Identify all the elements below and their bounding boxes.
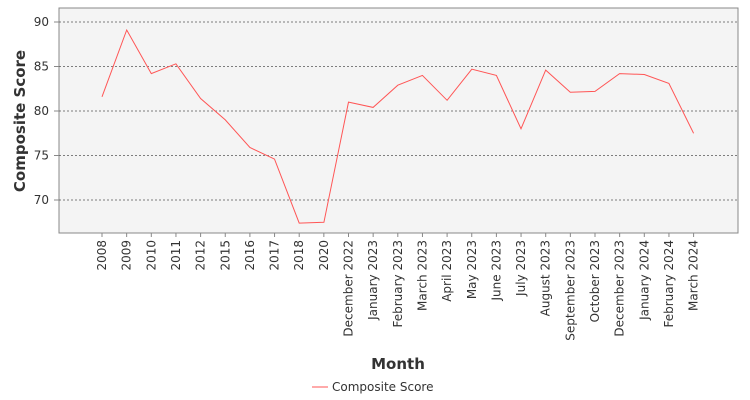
x-axis-ticks: 2008 2009 2010 2011 2012 2015 2016 2017 2018 2020… (95, 233, 701, 341)
x-tick-label: 2018 (292, 240, 306, 271)
x-tick-label: 2011 (169, 240, 183, 271)
x-tick-label: 2009 (120, 240, 134, 271)
x-tick-label: 2010 (144, 240, 158, 271)
x-tick-label: September 2023 (563, 240, 577, 341)
legend-label: Composite Score (332, 380, 433, 394)
series-layer (101, 28, 695, 224)
x-tick-label: March 2024 (687, 240, 701, 311)
x-tick-label: January 2024 (637, 240, 651, 321)
x-tick-label: October 2023 (588, 240, 602, 322)
x-tick-label: 2015 (218, 240, 232, 271)
x-tick-label: February 2023 (391, 240, 405, 328)
y-tick-label: 75 (34, 149, 49, 163)
plot-area (58, 7, 739, 234)
x-tick-label: December 2022 (342, 240, 356, 337)
x-tick-label: August 2023 (539, 240, 553, 316)
x-tick-label: 2017 (268, 240, 282, 271)
y-tick-label: 90 (34, 15, 49, 29)
legend: Composite Score (312, 380, 433, 394)
y-axis-title: Composite Score (11, 50, 29, 192)
x-tick-label: January 2023 (366, 240, 380, 321)
y-tick-label: 85 (34, 60, 49, 74)
gridlines (59, 21, 738, 201)
x-axis-title: Month (371, 355, 425, 373)
x-tick-label: 2020 (317, 240, 331, 271)
y-tick-label: 80 (34, 104, 49, 118)
x-tick-label: April 2023 (440, 240, 454, 302)
x-tick-label: June 2023 (489, 240, 503, 302)
x-tick-label: December 2023 (613, 240, 627, 337)
x-tick-label: March 2023 (415, 240, 429, 311)
x-tick-label: 2008 (95, 240, 109, 271)
y-tick-label: 70 (34, 193, 49, 207)
x-tick-label: 2016 (243, 240, 257, 271)
x-tick-label: July 2023 (514, 240, 528, 297)
y-axis-ticks: 70 75 80 85 90 (34, 15, 59, 207)
x-tick-label: May 2023 (465, 240, 479, 299)
series-line-composite-score (101, 28, 695, 224)
x-tick-label: 2012 (194, 240, 208, 271)
x-tick-label: February 2024 (662, 240, 676, 328)
